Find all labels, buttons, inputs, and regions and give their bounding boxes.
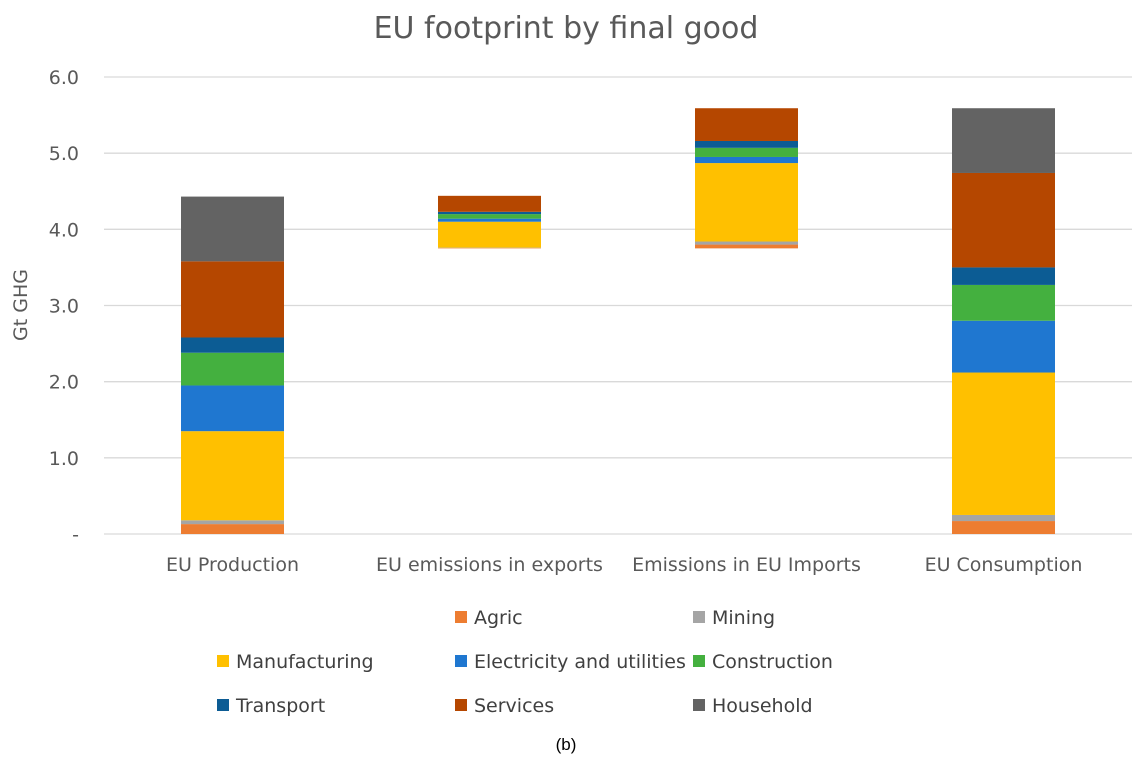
- bar-segment: [952, 320, 1055, 373]
- y-tick-label: 1.0: [49, 448, 79, 470]
- bar-segment: [952, 172, 1055, 268]
- bar-segment: [695, 147, 798, 157]
- legend-swatch: [217, 699, 229, 711]
- legend-swatch: [217, 655, 229, 667]
- bar-segment: [952, 514, 1055, 522]
- bar-segment: [952, 267, 1055, 285]
- bar-segment: [952, 521, 1055, 534]
- category-labels: EU Production EU emissions in exports Emis…: [166, 554, 1082, 576]
- bar-segment: [695, 241, 798, 245]
- legend-label: Transport: [235, 695, 325, 717]
- category-label: EU Production: [166, 554, 299, 576]
- bar-segment: [695, 156, 798, 164]
- figure-caption: (b): [556, 735, 577, 754]
- bar-segment: [181, 524, 284, 534]
- legend-label: Mining: [712, 607, 775, 629]
- bar-segment: [438, 195, 541, 212]
- y-tick-label: 2.0: [49, 372, 79, 394]
- bar-segment: [438, 218, 541, 222]
- bar-segment: [952, 284, 1055, 321]
- bar-segment: [695, 108, 798, 141]
- y-tick-label: -: [72, 524, 79, 546]
- bar-segment: [181, 337, 284, 353]
- legend-label: Manufacturing: [236, 651, 374, 673]
- legend-swatch: [455, 611, 467, 623]
- legend-label: Agric: [474, 607, 523, 629]
- bar-segment: [438, 211, 541, 215]
- bar-segment: [952, 108, 1055, 173]
- y-tick-label: 3.0: [49, 296, 79, 318]
- legend-label: Electricity and utilities: [474, 651, 686, 673]
- bar-segment: [438, 214, 541, 219]
- y-axis-label: Gt GHG: [10, 269, 32, 341]
- bar-segment: [181, 431, 284, 521]
- legend-swatch: [455, 699, 467, 711]
- bar-segment: [181, 520, 284, 525]
- bar-segment: [438, 221, 541, 248]
- bar-segment: [695, 163, 798, 242]
- chart-title: EU footprint by final good: [374, 11, 759, 46]
- legend-label: Construction: [712, 651, 833, 673]
- bar-segment: [695, 140, 798, 148]
- legend-label: Household: [712, 695, 813, 717]
- bar-segment: [181, 261, 284, 338]
- legend-swatch: [455, 655, 467, 667]
- bar-segment: [695, 244, 798, 249]
- category-label: EU Consumption: [925, 554, 1083, 576]
- category-label: Emissions in EU Imports: [632, 554, 861, 576]
- y-tick-label: 4.0: [49, 219, 79, 241]
- category-label: EU emissions in exports: [376, 554, 603, 576]
- legend-swatch: [693, 611, 705, 623]
- legend: Agric Mining Manufacturing Electricity and …: [217, 607, 833, 717]
- bar-segment: [952, 372, 1055, 515]
- y-tick-label: 5.0: [49, 143, 79, 165]
- bar-segment: [181, 385, 284, 432]
- y-tick-labels: - 1.0 2.0 3.0 4.0 5.0 6.0: [49, 67, 79, 546]
- bars: [181, 108, 1055, 534]
- bar-segment: [181, 352, 284, 386]
- legend-label: Services: [474, 695, 554, 717]
- y-tick-label: 6.0: [49, 67, 79, 89]
- legend-swatch: [693, 655, 705, 667]
- legend-swatch: [693, 699, 705, 711]
- bar-segment: [181, 196, 284, 262]
